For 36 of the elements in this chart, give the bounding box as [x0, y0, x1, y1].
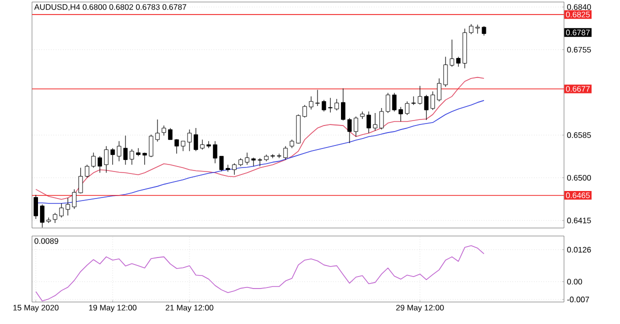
- candlestick: [366, 111, 371, 134]
- candlestick: [308, 96, 314, 110]
- candlestick: [302, 104, 307, 118]
- candlestick: [424, 94, 429, 120]
- candlestick: [232, 162, 236, 176]
- candlestick: [398, 106, 403, 122]
- candlestick: [244, 152, 250, 166]
- candlestick: [392, 92, 397, 112]
- line-series: [35, 245, 484, 302]
- candlestick: [98, 156, 102, 174]
- candlestick: [404, 101, 410, 116]
- candlestick: [40, 204, 44, 228]
- candlestick: [110, 148, 115, 166]
- candlestick: [66, 198, 70, 216]
- candlestick: [130, 148, 134, 166]
- candlestick: [162, 125, 166, 136]
- candlestick: [456, 56, 461, 68]
- candlestick: [219, 156, 224, 172]
- candlestick: [104, 146, 108, 174]
- candlestick: [34, 194, 38, 220]
- candlestick: [334, 98, 339, 111]
- candlestick: [72, 189, 76, 210]
- candlestick: [174, 138, 179, 154]
- candlestick: [78, 167, 83, 194]
- candlestick: [200, 139, 204, 150]
- candlestick: [430, 91, 435, 110]
- candlestick: [283, 146, 288, 160]
- candlestick: [212, 140, 218, 164]
- candlestick: [340, 88, 346, 121]
- candlestick: [469, 24, 474, 34]
- candlestick: [168, 128, 172, 140]
- candlestick: [328, 98, 333, 113]
- candlestick: [194, 128, 198, 152]
- candlestick: [372, 112, 378, 131]
- candlestick: [436, 78, 442, 102]
- candlestick: [142, 152, 147, 166]
